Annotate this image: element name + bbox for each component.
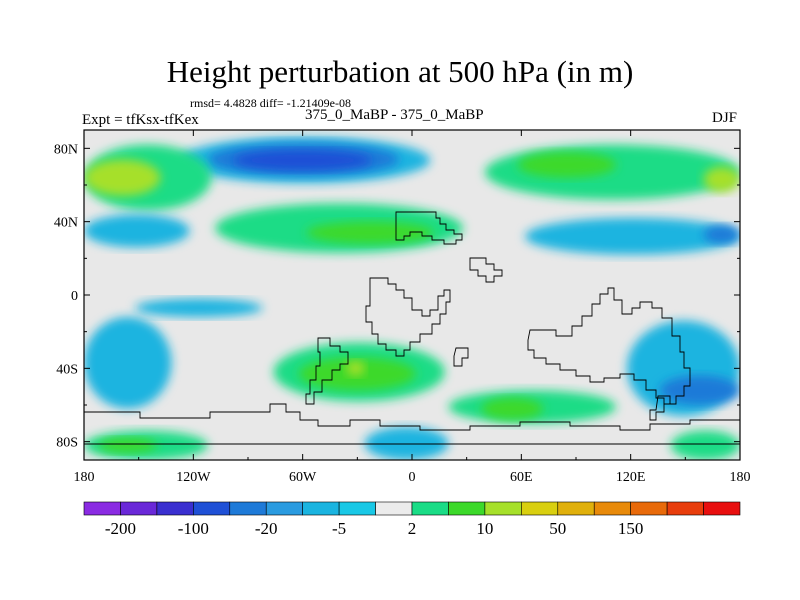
chart-title: Height perturbation at 500 hPa (in m) [166, 54, 634, 89]
run-label: 375_0_MaBP - 375_0_MaBP [305, 107, 484, 123]
colorbar-swatch [411, 501, 449, 516]
coastline-north-africa-europe [395, 211, 463, 245]
coastline-outlines [84, 211, 740, 445]
colorbar-swatch [229, 501, 267, 516]
colorbar-swatch [593, 501, 631, 516]
field-region-eurasia-green-band [484, 144, 740, 200]
y-tick-label: 80N [54, 142, 78, 157]
colorbar-swatch [338, 501, 376, 516]
colorbar-label: -20 [255, 519, 278, 538]
field-region-arctic-low-core [233, 150, 372, 171]
colorbar-label: 150 [618, 519, 644, 538]
x-tick-label: 180 [74, 470, 95, 485]
field-region-asia-blue-core [703, 225, 740, 244]
colorbar-swatch [156, 501, 194, 516]
colorbar-swatch [630, 501, 668, 516]
field-region-antarctic-cyan-mid [364, 427, 449, 460]
colorbar-label: -5 [332, 519, 346, 538]
colorbar-swatch [375, 501, 413, 516]
experiment-label: Expt = tfKsx-tfKex [82, 112, 199, 128]
colorbar-swatch [484, 501, 522, 516]
colorbar [83, 501, 741, 516]
field-region-pacific-northeast-core [703, 166, 740, 193]
x-tick-label: 0 [409, 470, 416, 485]
x-tick-label: 60E [510, 470, 533, 485]
colorbar-label: 50 [549, 519, 566, 538]
field-region-west-high-lat-core [84, 159, 161, 197]
colorbar-label: 2 [408, 519, 417, 538]
colorbar-swatch [120, 501, 158, 516]
axis-ticks [83, 130, 741, 460]
field-region-south-pacific-cyan [84, 317, 172, 409]
colorbar-swatch [448, 501, 486, 516]
field-region-south-atlantic-yellow [346, 361, 365, 376]
field-region-indian-ocean-core [481, 397, 544, 420]
coastline-africa [365, 277, 451, 357]
x-tick-label: 120E [616, 470, 646, 485]
field-region-antarctic-core-west [98, 438, 157, 453]
field-region-eurasia-green-core [517, 152, 617, 178]
coastline-australia-indonesia [527, 287, 691, 405]
contour-fields [84, 137, 740, 460]
field-region-tropical-east-pacific-cyan [135, 298, 263, 318]
x-tick-label: 60W [289, 470, 317, 485]
coastline-antarctica [84, 403, 740, 445]
coastline-new-zealand [649, 395, 671, 421]
colorbar-swatch [265, 501, 303, 516]
colorbar-swatch [557, 501, 595, 516]
coastline-south-america [305, 337, 349, 405]
colorbar-labels: -200 -100 -20 -5 2 10 50 150 [105, 519, 644, 538]
y-tick-label: 80S [56, 436, 78, 451]
coastline-arabia [469, 257, 503, 283]
field-region-north-america-cyan [84, 214, 190, 248]
y-tick-label: 0 [71, 289, 78, 304]
colorbar-label: 10 [476, 519, 493, 538]
season-label: DJF [712, 110, 738, 126]
field-region-asia-cyan [524, 218, 740, 255]
colorbar-label: -100 [178, 519, 209, 538]
x-tick-label: 120W [176, 470, 211, 485]
colorbar-swatch [193, 501, 231, 516]
colorbar-label: -200 [105, 519, 136, 538]
stats-text: rmsd= 4.4828 diff= -1.21409e-08 [190, 96, 351, 110]
coastline-madagascar [453, 347, 469, 367]
y-axis-labels: 80N 40N 0 40S 80S [54, 142, 78, 450]
field-region-north-atlantic-core [306, 221, 434, 244]
colorbar-swatch [703, 501, 741, 516]
x-axis-labels: 180 120W 60W 0 60E 120E 180 [74, 470, 751, 485]
y-tick-label: 40N [54, 216, 78, 231]
colorbar-swatch [83, 501, 121, 516]
colorbar-swatch [302, 501, 340, 516]
x-tick-label: 180 [730, 470, 751, 485]
field-region-southern-ocean-blue [659, 375, 740, 405]
colorbar-swatch [521, 501, 559, 516]
field-region-antarctic-green-east [670, 430, 740, 460]
y-tick-label: 40S [56, 362, 78, 377]
colorbar-swatch [666, 501, 704, 516]
